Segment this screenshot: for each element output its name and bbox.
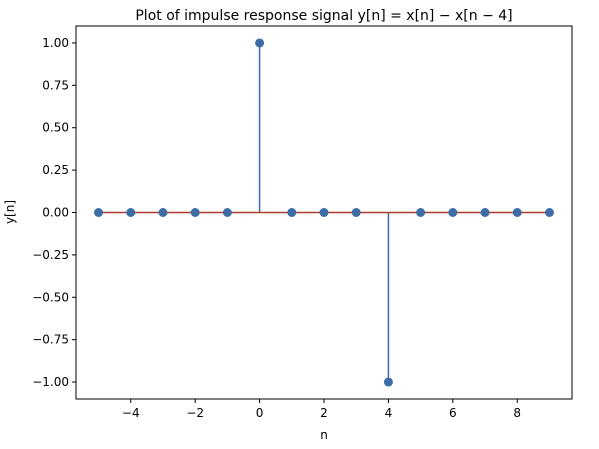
x-tick-label: −4 (122, 406, 140, 420)
x-axis: −4 −2 0 2 4 6 8 (122, 399, 521, 420)
stem-marker (158, 208, 168, 217)
stem-marker (287, 208, 297, 217)
stem-marker (512, 208, 522, 217)
y-tick-label: −0.50 (32, 290, 69, 304)
stem-marker (480, 208, 490, 217)
stem-marker (94, 208, 104, 217)
stem-marker (126, 208, 136, 217)
y-tick-label: −0.25 (32, 248, 69, 262)
y-tick-label: 0.50 (42, 121, 69, 135)
stem-markers (94, 38, 554, 387)
y-tick-label: 0.00 (42, 206, 69, 220)
y-axis: 1.00 0.75 0.50 0.25 0.00 −0.25 −0.50 −0.75 −1.00 (32, 36, 76, 389)
stem-marker (383, 377, 393, 387)
stem-marker (448, 208, 458, 217)
stem-marker (544, 208, 554, 217)
y-axis-label: y[n] (3, 200, 17, 224)
x-tick-label: 6 (449, 406, 457, 420)
chart-title: Plot of impulse response signal y[n] = x… (135, 8, 512, 24)
stem-marker (351, 208, 361, 217)
stem-marker (255, 38, 265, 48)
y-tick-label: −1.00 (32, 375, 69, 389)
y-tick-label: 0.25 (42, 163, 69, 177)
x-tick-label: −2 (186, 406, 204, 420)
stem-marker (319, 208, 329, 217)
x-tick-label: 4 (385, 406, 393, 420)
stem-marker (222, 208, 232, 217)
x-tick-label: 0 (256, 406, 264, 420)
x-axis-label: n (320, 428, 328, 442)
stem-lines (258, 42, 390, 383)
y-tick-label: 1.00 (42, 36, 69, 50)
x-tick-label: 2 (320, 406, 328, 420)
stem-marker (190, 208, 200, 217)
x-tick-label: 8 (513, 406, 521, 420)
y-tick-label: 0.75 (42, 78, 69, 92)
y-tick-label: −0.75 (32, 333, 69, 347)
stem-marker (416, 208, 426, 217)
